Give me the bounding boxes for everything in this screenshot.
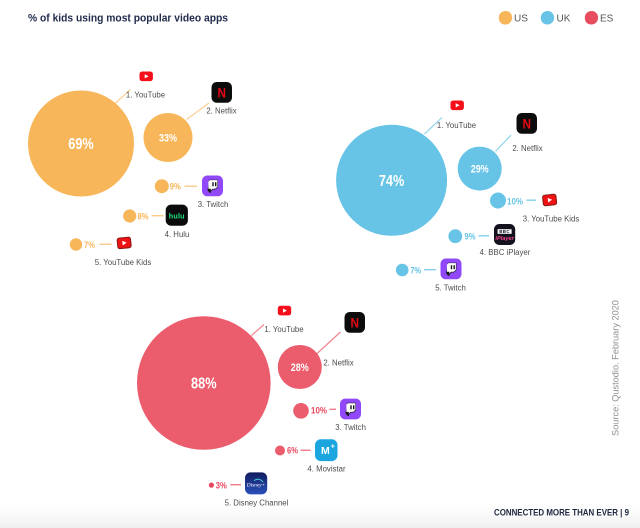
svg-text:9%: 9% <box>170 182 181 193</box>
svg-text:33%: 33% <box>159 133 177 145</box>
svg-text:1. YouTube: 1. YouTube <box>437 121 476 130</box>
svg-text:4. BBC iPlayer: 4. BBC iPlayer <box>480 248 531 257</box>
svg-text:8%: 8% <box>138 212 149 223</box>
svg-text:4. Movistar: 4. Movistar <box>307 464 346 473</box>
svg-text:2. Netflix: 2. Netflix <box>512 144 542 153</box>
svg-text:UK: UK <box>557 14 571 25</box>
svg-text:ES: ES <box>600 14 614 25</box>
svg-text:10%: 10% <box>507 196 523 207</box>
svg-text:5. Twitch: 5. Twitch <box>435 284 466 293</box>
svg-text:1. YouTube: 1. YouTube <box>126 91 165 100</box>
svg-text:2. Netflix: 2. Netflix <box>323 358 353 367</box>
svg-text:Source: Qustodio. February 202: Source: Qustodio. February 2020 <box>611 300 621 436</box>
svg-text:6%: 6% <box>287 446 298 457</box>
svg-text:74%: 74% <box>379 173 405 190</box>
svg-text:7%: 7% <box>410 266 421 277</box>
svg-text:3%: 3% <box>216 481 227 492</box>
svg-text:7%: 7% <box>84 240 95 251</box>
svg-text:10%: 10% <box>311 405 327 416</box>
svg-text:US: US <box>514 14 528 25</box>
svg-text:3. YouTube Kids: 3. YouTube Kids <box>523 214 580 223</box>
svg-text:2. Netflix: 2. Netflix <box>206 107 236 116</box>
svg-text:5. Disney Channel: 5. Disney Channel <box>225 499 289 508</box>
svg-text:% of kids using most popular v: % of kids using most popular video apps <box>28 13 228 25</box>
svg-text:4. Hulu: 4. Hulu <box>165 230 190 239</box>
svg-text:69%: 69% <box>68 136 94 153</box>
svg-text:28%: 28% <box>291 362 309 374</box>
svg-text:29%: 29% <box>471 164 489 176</box>
svg-text:88%: 88% <box>191 376 217 393</box>
svg-text:CONNECTED MORE THAN EVER | 9: CONNECTED MORE THAN EVER | 9 <box>494 508 629 519</box>
svg-text:1. YouTube: 1. YouTube <box>264 325 303 334</box>
svg-text:3. Twitch: 3. Twitch <box>198 200 229 209</box>
svg-text:5. YouTube Kids: 5. YouTube Kids <box>95 258 152 267</box>
svg-text:9%: 9% <box>465 232 476 243</box>
svg-text:3. Twitch: 3. Twitch <box>335 423 366 432</box>
